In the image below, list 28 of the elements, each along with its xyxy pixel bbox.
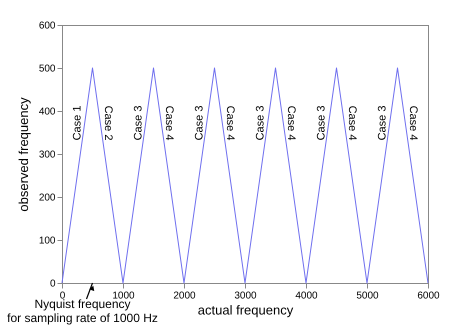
annotation: Case 4 xyxy=(406,106,419,140)
annotation: Case 4 xyxy=(284,106,297,140)
y-axis-title: observed frequency xyxy=(16,96,31,212)
annotation: Case 3 xyxy=(315,106,328,140)
y-tick-label: 0 xyxy=(50,278,56,290)
x-tick-label: 6000 xyxy=(417,290,440,302)
annotation: Case 3 xyxy=(376,106,388,140)
x-tick-label: 2000 xyxy=(173,290,196,302)
annotation: Case 3 xyxy=(254,106,266,140)
annotation: Case 4 xyxy=(224,106,236,140)
x-tick-label: 4000 xyxy=(295,290,318,302)
annotation: Case 4 xyxy=(162,106,175,140)
y-tick-label: 200 xyxy=(38,192,56,204)
y-tick-label: 300 xyxy=(38,150,56,160)
y-tick-label: 500 xyxy=(38,64,56,74)
y-tick-label: 100 xyxy=(38,236,56,246)
annotation: Case 4 xyxy=(346,106,358,140)
x-tick-label: 5000 xyxy=(356,290,380,302)
x-tick-label: 3000 xyxy=(234,290,258,302)
y-tick-label: 400 xyxy=(38,106,56,118)
x-tick-label: 1000 xyxy=(112,290,136,302)
x-tick-label: 0 xyxy=(60,290,66,302)
x-axis-title: actual frequency xyxy=(198,302,294,318)
annotation: Case 3 xyxy=(132,106,144,140)
annotation: Case 1 xyxy=(71,106,84,140)
annotation: Case 3 xyxy=(193,106,206,140)
y-tick-label: 600 xyxy=(38,20,56,32)
annotation: Case 2 xyxy=(102,106,114,140)
